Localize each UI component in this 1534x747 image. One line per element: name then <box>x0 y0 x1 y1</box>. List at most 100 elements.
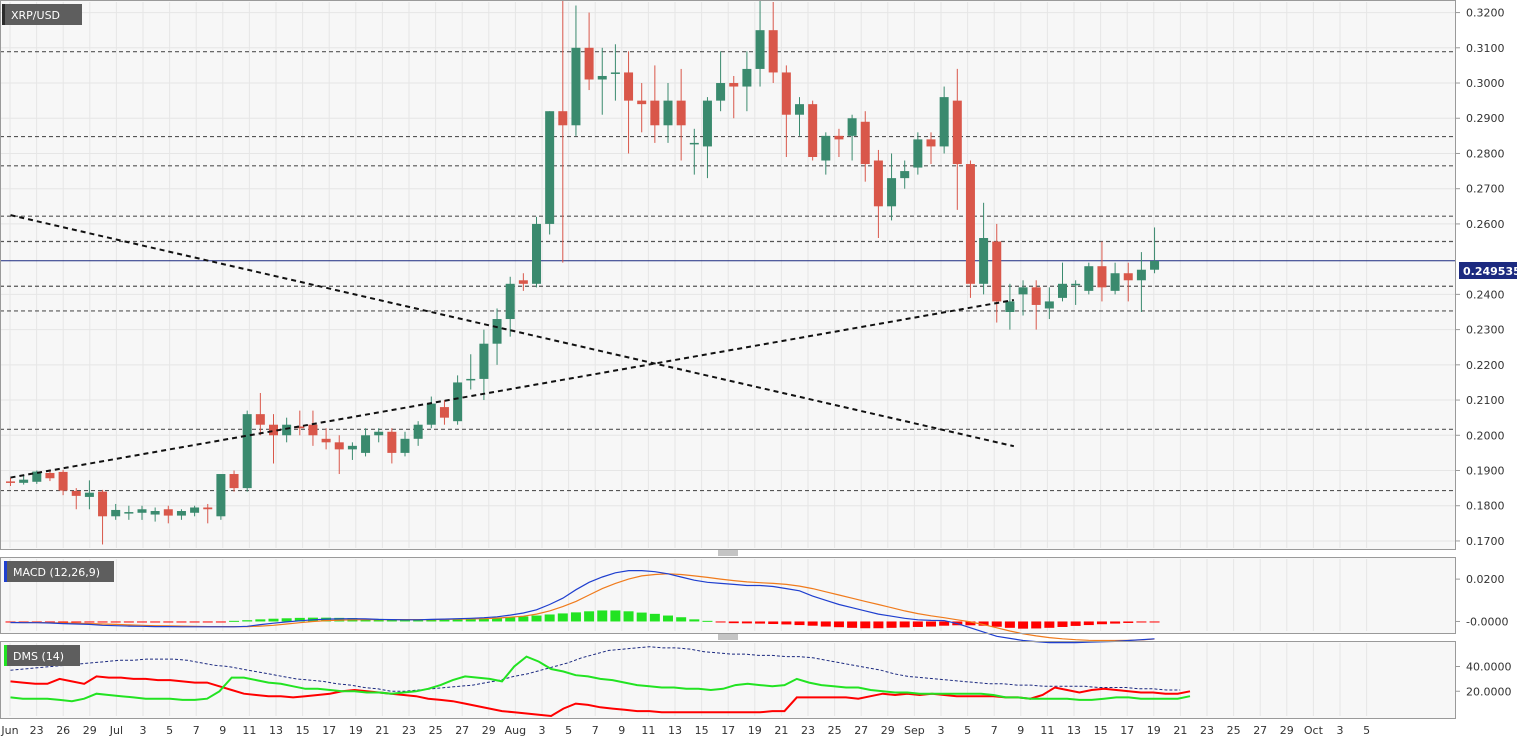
candle-body <box>545 111 555 224</box>
main-macd-resize-handle[interactable] <box>718 550 738 556</box>
candle-body <box>781 72 791 115</box>
macd-histogram-bar <box>229 620 240 622</box>
macd-histogram-bar <box>465 618 476 622</box>
candle-up <box>689 128 699 175</box>
y-tick-label: 0.3200 <box>1466 7 1505 20</box>
x-tick-label: 27 <box>455 724 469 737</box>
candle-down <box>768 2 778 84</box>
macd-histogram-bar <box>886 621 897 628</box>
macd-histogram-bar <box>452 618 463 622</box>
candle-body <box>308 424 318 436</box>
x-tick-label: Jun <box>0 724 18 737</box>
x-tick-label: 7 <box>193 724 200 737</box>
candle-body <box>295 426 305 429</box>
candle-body <box>1097 266 1107 288</box>
macd-histogram-bar <box>137 621 147 623</box>
macd-dms-resize-handle[interactable] <box>718 634 738 640</box>
x-tick-label: 5 <box>1363 724 1370 737</box>
candle-up <box>939 86 949 154</box>
candle-body <box>98 491 108 517</box>
candle-body <box>624 72 634 101</box>
x-tick-label: Aug <box>505 724 526 737</box>
candle-body <box>124 512 134 514</box>
candle-up <box>821 132 831 175</box>
candle-up <box>913 132 923 175</box>
candle-down <box>650 65 660 143</box>
candle-down <box>308 410 318 446</box>
candle-down <box>558 0 568 263</box>
dms-title-label[interactable]: DMS (14) <box>4 645 80 666</box>
x-tick-label: 17 <box>322 724 336 737</box>
candle-body <box>176 511 186 516</box>
macd-histogram-bar <box>728 621 739 624</box>
candle-body <box>1031 287 1041 305</box>
candle-up <box>1044 287 1054 320</box>
candle-body <box>374 431 384 436</box>
macd-histogram-bar <box>400 619 410 622</box>
candle-up <box>84 480 94 510</box>
x-tick-label: 21 <box>774 724 788 737</box>
candle-up <box>900 160 910 189</box>
candle-down <box>729 75 739 119</box>
candle-up <box>597 47 607 115</box>
macd-histogram-bar <box>426 619 437 622</box>
candle-body <box>834 135 844 140</box>
candle-body <box>650 100 660 126</box>
macd-histogram-bar <box>492 617 503 622</box>
candle-body <box>361 435 371 453</box>
candle-down <box>6 477 15 487</box>
candle-body <box>913 139 923 168</box>
candle-body <box>1044 301 1054 309</box>
macd-histogram-bar <box>439 618 450 622</box>
macd-histogram-bar <box>991 621 1002 627</box>
macd-histogram-bar <box>663 615 673 622</box>
macd-histogram-bar <box>610 610 621 622</box>
macd-histogram-bar <box>768 621 779 625</box>
candle-body <box>466 378 476 381</box>
y-tick-label: 0.2700 <box>1466 183 1505 196</box>
candle-up <box>176 509 186 520</box>
macd-histogram-bar <box>544 614 555 622</box>
macd-histogram-bar <box>97 621 108 623</box>
trendline <box>10 214 1015 448</box>
macd-title-label[interactable]: MACD (12,26,9) <box>4 561 114 582</box>
macd-histogram-bar <box>1096 621 1107 625</box>
candle-body <box>190 507 200 513</box>
macd-histogram-bar <box>1083 621 1094 626</box>
candle-body <box>663 100 673 126</box>
candle-body <box>610 72 620 74</box>
macd-histogram-bar <box>58 621 69 623</box>
candle-up <box>663 83 673 143</box>
x-tick-label: 29 <box>482 724 496 737</box>
candle-body <box>32 471 42 482</box>
candle-up <box>1136 252 1146 312</box>
candle-body <box>584 47 594 80</box>
macd-histogram-bar <box>755 621 766 624</box>
candle-up <box>1084 262 1094 295</box>
candle-body <box>689 142 699 145</box>
macd-histogram-bar <box>623 611 634 622</box>
main-panel-border <box>0 0 1456 550</box>
candle-body <box>900 171 910 179</box>
candle-up <box>453 375 463 425</box>
x-tick-label: 11 <box>1040 724 1054 737</box>
dms-panel-bg <box>0 641 1455 718</box>
main-title-label[interactable]: XRP/USD <box>2 4 82 25</box>
x-tick-label: 5 <box>565 724 572 737</box>
x-tick-label: 19 <box>1147 724 1161 737</box>
candle-down <box>584 12 594 91</box>
candle-body <box>979 238 989 284</box>
candle-body <box>1123 273 1133 281</box>
candle-body <box>1005 301 1015 312</box>
x-tick-label: 5 <box>166 724 173 737</box>
candle-down <box>952 68 962 210</box>
candle-up <box>742 51 752 112</box>
candle-body <box>702 100 712 147</box>
candle-body <box>716 83 726 101</box>
x-tick-label: 15 <box>296 724 310 737</box>
macd-histogram-bar <box>873 621 884 629</box>
candle-body <box>1136 269 1146 281</box>
x-tick-label: 7 <box>592 724 599 737</box>
candle-body <box>387 431 397 453</box>
y-tick-label: 0.0200 <box>1466 573 1505 586</box>
